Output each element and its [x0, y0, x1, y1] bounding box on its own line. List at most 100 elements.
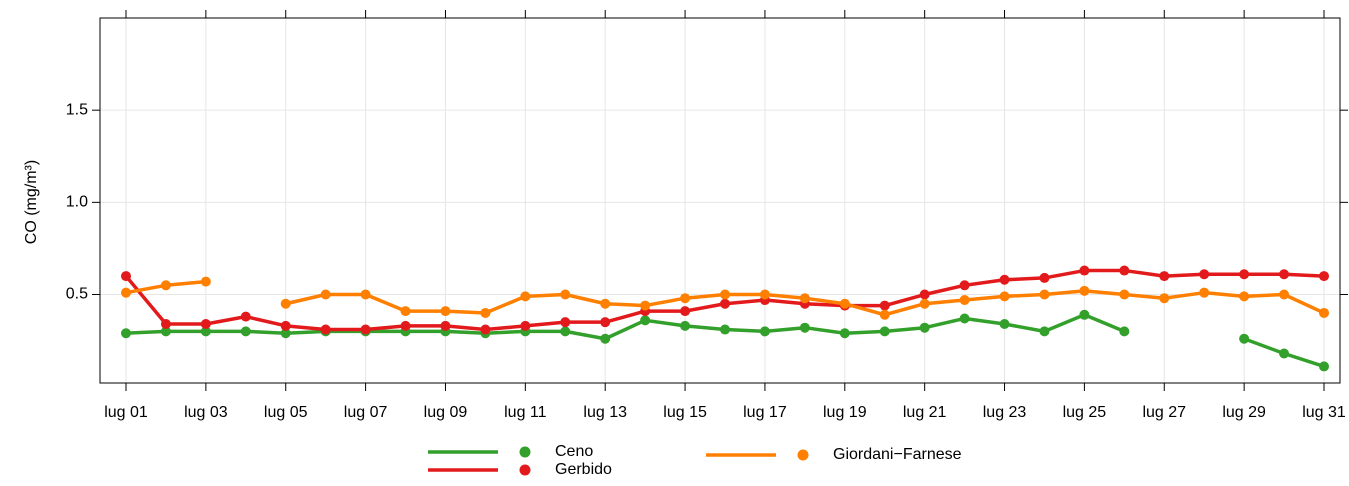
point	[360, 324, 371, 335]
point	[1319, 361, 1329, 372]
point	[480, 307, 491, 318]
point	[999, 319, 1010, 330]
x-tick-label: lug 19	[823, 404, 867, 421]
x-tick-label: lug 15	[663, 404, 707, 421]
point	[799, 293, 810, 304]
point	[1159, 271, 1170, 282]
x-tick-label: lug 21	[903, 404, 947, 421]
point	[999, 291, 1010, 302]
point	[720, 298, 730, 309]
point	[440, 320, 451, 331]
point	[400, 306, 411, 317]
point	[360, 289, 371, 300]
point	[1039, 289, 1050, 300]
legend-label: Gerbido	[555, 461, 612, 478]
point	[759, 289, 770, 300]
x-tick-label: lug 03	[184, 404, 228, 421]
y-tick-label: 0.5	[66, 286, 88, 303]
point	[1279, 269, 1290, 280]
x-tick-label: lug 25	[1063, 404, 1107, 421]
point	[879, 309, 890, 320]
legend-label: Ceno	[555, 443, 593, 460]
point	[839, 298, 850, 309]
x-tick-label: lug 11	[504, 404, 547, 421]
point	[919, 289, 930, 300]
point	[680, 306, 691, 317]
x-tick-label: lug 09	[424, 404, 468, 421]
point	[1039, 272, 1050, 283]
point	[1159, 293, 1170, 304]
point	[600, 298, 611, 309]
point	[959, 280, 970, 291]
y-tick-label: 1.5	[66, 101, 88, 118]
point	[799, 322, 810, 333]
point	[720, 289, 730, 300]
point	[759, 326, 770, 337]
point	[1319, 271, 1329, 282]
x-tick-label: lug 17	[743, 404, 787, 421]
point	[200, 326, 211, 337]
point	[240, 326, 251, 337]
point	[1319, 307, 1329, 318]
point	[280, 328, 291, 339]
point	[160, 319, 171, 330]
legend-marker	[519, 446, 531, 458]
point	[919, 322, 930, 333]
point	[879, 300, 890, 311]
point	[1119, 326, 1130, 337]
x-tick-label: lug 27	[1142, 404, 1186, 421]
point	[121, 328, 131, 339]
point	[560, 289, 571, 300]
point	[999, 274, 1010, 285]
point	[280, 320, 291, 331]
point	[121, 287, 131, 298]
point	[720, 324, 730, 335]
point	[280, 298, 291, 309]
point	[560, 317, 571, 328]
point	[1199, 287, 1210, 298]
x-tick-label: lug 07	[344, 404, 388, 421]
point	[640, 300, 651, 311]
point	[1279, 348, 1290, 359]
x-tick-label: lug 05	[264, 404, 308, 421]
y-tick-label: 1.0	[66, 194, 88, 211]
point	[200, 319, 211, 330]
point	[160, 280, 171, 291]
legend-marker	[797, 449, 809, 461]
point	[520, 291, 531, 302]
point	[1079, 309, 1090, 320]
legend-marker	[519, 464, 531, 476]
plot-frame	[99, 17, 1341, 384]
x-tick-label: lug 23	[983, 404, 1027, 421]
point	[879, 326, 890, 337]
point	[1119, 289, 1130, 300]
point	[320, 324, 331, 335]
point	[1039, 326, 1050, 337]
point	[1119, 265, 1130, 276]
point	[480, 324, 491, 335]
point	[600, 317, 611, 328]
point	[919, 298, 930, 309]
series-line	[125, 313, 1325, 369]
point	[680, 293, 691, 304]
x-tick-label: lug 13	[583, 404, 627, 421]
point	[1079, 265, 1090, 276]
point	[839, 328, 850, 339]
point	[1239, 291, 1250, 302]
point	[520, 320, 531, 331]
point	[200, 276, 211, 287]
x-tick-label: lug 01	[104, 404, 148, 421]
point	[560, 326, 571, 337]
point	[959, 313, 970, 324]
point	[240, 311, 251, 322]
point	[320, 289, 331, 300]
point	[1239, 333, 1250, 344]
point	[1279, 289, 1290, 300]
y-axis-label: CO (mg/m³)	[23, 160, 40, 244]
point	[1199, 269, 1210, 280]
x-tick-label: lug 31	[1302, 404, 1346, 421]
point	[959, 295, 970, 306]
point	[1079, 285, 1090, 296]
point	[160, 326, 171, 337]
